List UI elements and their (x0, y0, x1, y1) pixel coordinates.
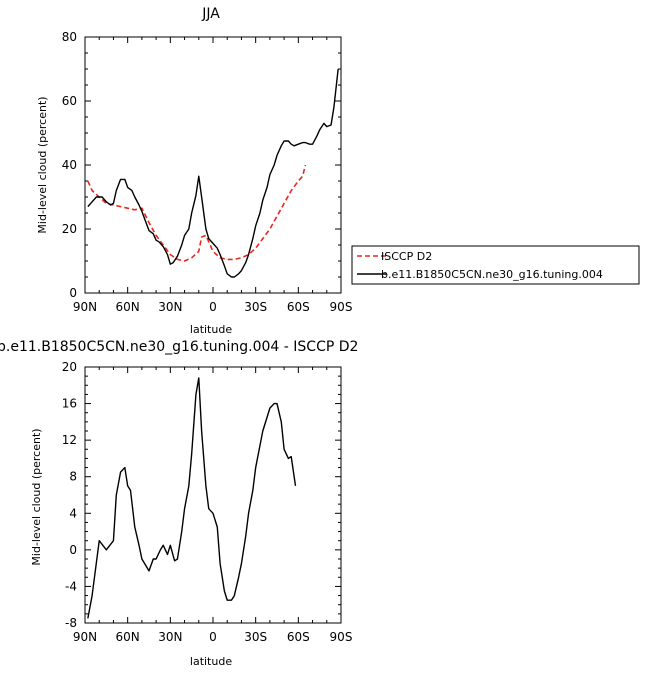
top-y-tick-label: 80 (62, 30, 77, 44)
bottom-series-line-0 (87, 377, 297, 619)
bottom-x-tick-label: 30N (158, 630, 182, 644)
bottom-x-tick-label: 60N (116, 630, 140, 644)
top-series-group (87, 68, 339, 278)
top-chart-title: JJA (201, 6, 220, 22)
bottom-y-tick-label: -4 (65, 579, 77, 593)
top-x-tick-label: 90S (330, 300, 353, 314)
bottom-x-axis-label: latitude (190, 655, 232, 668)
top-x-tick-label: 60S (287, 300, 310, 314)
top-y-tick-label: 20 (62, 222, 77, 236)
bottom-y-tick-label: 4 (69, 506, 77, 520)
bottom-x-ticks: 90N 60N 30N 0 30S 60S 90S (73, 367, 353, 644)
top-y-axis-label: Mid-level cloud (percent) (36, 96, 49, 233)
top-series-line-0 (87, 164, 307, 262)
top-y-tick-label: 60 (62, 94, 77, 108)
top-plot-frame (84, 36, 342, 294)
top-x-tick-label: 30S (244, 300, 267, 314)
bottom-panel: b.e11.B1850C5CN.ne30_g16.tuning.004 - IS… (0, 339, 358, 668)
top-panel: JJA latitude Mid-level cloud (percent) 9… (36, 6, 352, 336)
legend-label-isccp: ISCCP D2 (381, 250, 432, 263)
legend-box (351, 245, 640, 285)
bottom-y-tick-label: 12 (62, 433, 77, 447)
top-x-tick-label: 0 (209, 300, 217, 314)
bottom-x-tick-label: 90N (73, 630, 97, 644)
bottom-plot-frame (84, 366, 342, 624)
legend: ISCCP D2 b.e11.B1850C5CN.ne30_g16.tuning… (351, 245, 640, 285)
top-x-axis-label: latitude (190, 323, 232, 336)
top-x-tick-label: 60N (116, 300, 140, 314)
legend-label-model: b.e11.B1850C5CN.ne30_g16.tuning.004 (381, 268, 603, 281)
top-x-ticks: 90N 60N 30N 0 30S 60S 90S (73, 37, 353, 314)
bottom-y-ticks: -8 -4 0 4 8 12 16 20 (62, 360, 341, 630)
bottom-chart-title: b.e11.B1850C5CN.ne30_g16.tuning.004 - IS… (0, 339, 358, 355)
bottom-x-tick-label: 0 (209, 630, 217, 644)
top-y-tick-label: 0 (69, 286, 77, 300)
top-series-line-1 (87, 68, 339, 278)
bottom-x-tick-label: 60S (287, 630, 310, 644)
top-y-tick-label: 40 (62, 158, 77, 172)
bottom-y-tick-label: 8 (69, 470, 77, 484)
bottom-x-tick-label: 90S (330, 630, 353, 644)
bottom-y-axis-label: Mid-level cloud (percent) (30, 428, 43, 565)
bottom-series-group (87, 377, 297, 619)
bottom-y-tick-label: -8 (65, 616, 77, 630)
bottom-y-tick-label: 0 (69, 543, 77, 557)
top-x-tick-label: 90N (73, 300, 97, 314)
top-x-tick-label: 30N (158, 300, 182, 314)
bottom-y-tick-label: 16 (62, 397, 77, 411)
bottom-y-tick-label: 20 (62, 360, 77, 374)
bottom-x-tick-label: 30S (244, 630, 267, 644)
top-y-ticks: 0 20 40 60 80 (62, 30, 341, 300)
